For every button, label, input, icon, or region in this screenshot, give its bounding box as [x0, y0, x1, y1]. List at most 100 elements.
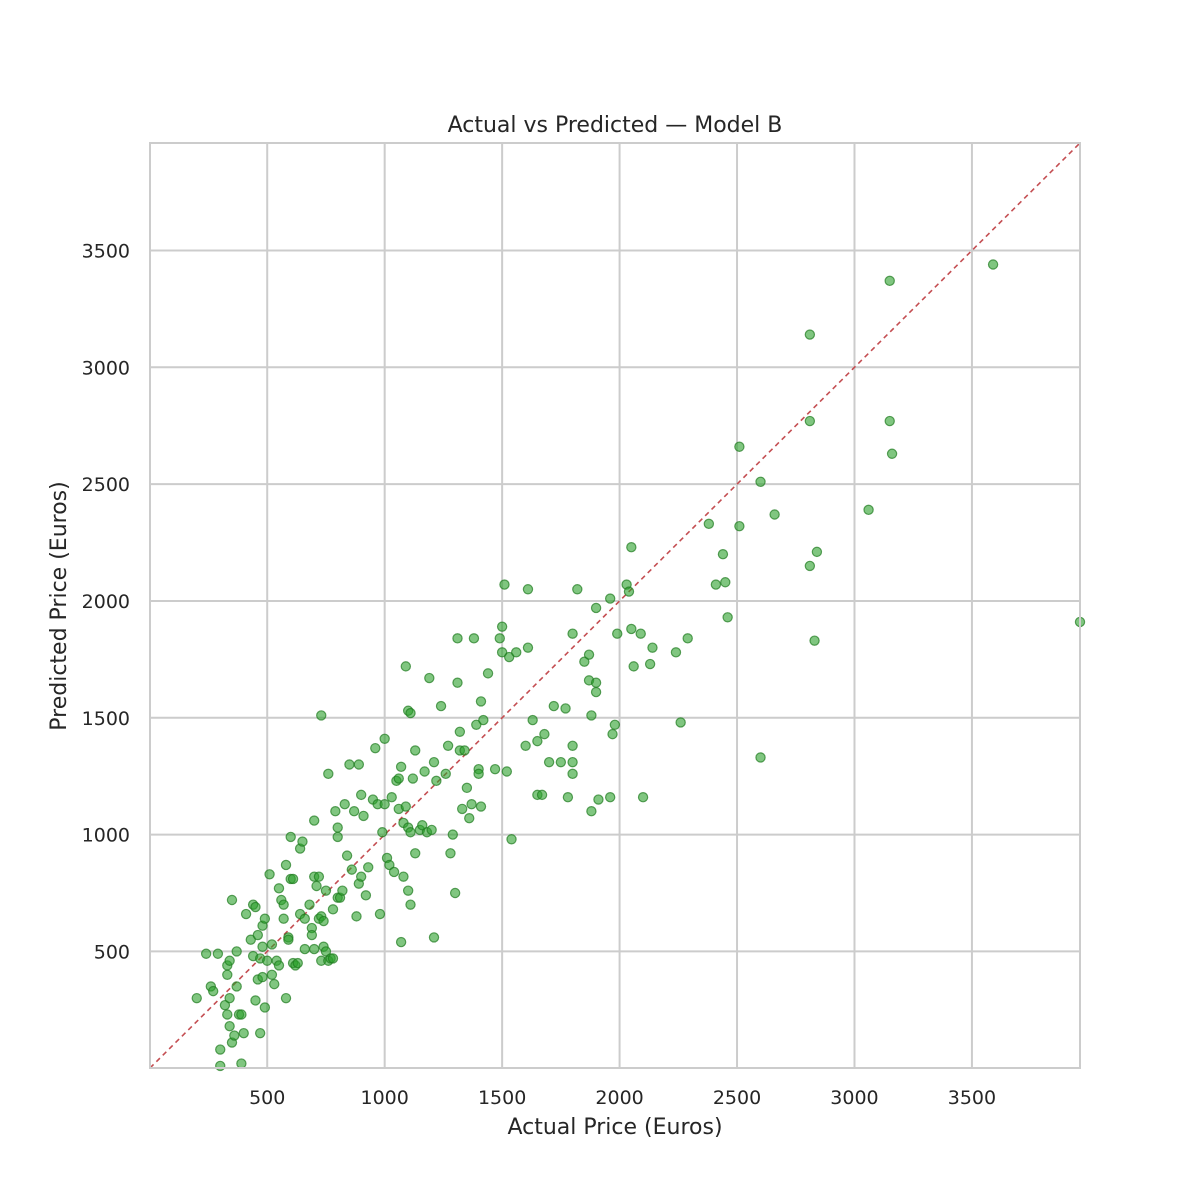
x-tick-label: 1500: [478, 1087, 526, 1109]
scatter-point: [245, 934, 256, 945]
scatter-point: [379, 799, 390, 810]
scatter-point: [351, 911, 362, 922]
scatter-point: [473, 768, 484, 780]
scatter-point: [449, 887, 461, 899]
scatter-point: [428, 932, 440, 943]
scatter-point: [607, 728, 618, 740]
scatter-point: [734, 520, 745, 532]
scatter-point: [405, 827, 416, 838]
scatter-point: [567, 768, 578, 780]
scatter-point: [682, 633, 693, 644]
scatter-point: [327, 953, 339, 964]
scatter-point: [320, 946, 332, 957]
x-tick-label: 500: [249, 1087, 285, 1109]
scatter-point: [811, 546, 823, 558]
scatter-point: [456, 803, 468, 815]
scatter-point: [224, 955, 235, 966]
scatter-point: [358, 810, 369, 822]
scatter-point: [604, 593, 616, 604]
scatter-point: [254, 1027, 266, 1039]
scatter-point: [318, 915, 329, 927]
scatter-point: [252, 929, 264, 941]
scatter-point: [442, 740, 454, 752]
scatter-point: [567, 756, 578, 768]
scatter-point: [250, 995, 261, 1006]
scatter-point: [264, 869, 275, 880]
y-tick-label: 3000: [82, 357, 130, 379]
plot-frame: [149, 142, 1081, 1069]
scatter-point: [555, 756, 567, 768]
scatter-point: [377, 827, 388, 838]
scatter-point: [259, 1002, 271, 1013]
scatter-point: [269, 978, 280, 990]
scatter-point: [440, 768, 451, 780]
scatter-point: [494, 633, 505, 644]
scatter-point: [259, 913, 271, 924]
scatter-point: [466, 799, 477, 810]
scatter-point: [475, 696, 487, 707]
scatter-point: [407, 773, 419, 784]
scatter-point: [572, 584, 583, 595]
scatter-point: [386, 792, 397, 803]
scatter-point: [886, 448, 898, 459]
scatter-point: [283, 934, 294, 945]
scatter-point: [400, 661, 412, 672]
scatter-point: [769, 509, 780, 520]
scatter-point: [278, 899, 289, 910]
scatter-point: [200, 948, 212, 959]
y-tick-label: 2500: [82, 474, 130, 496]
scatter-point: [292, 957, 303, 969]
scatter-point: [346, 864, 357, 875]
scatter-point: [384, 859, 395, 871]
scatter-point: [987, 259, 999, 270]
scatter-point: [468, 633, 480, 644]
scatter-point: [257, 971, 268, 983]
scatter-point: [417, 820, 428, 831]
scatter-point: [278, 913, 289, 924]
scatter-point: [548, 700, 560, 712]
y-tick-label: 1500: [82, 708, 130, 730]
scatter-point: [236, 1058, 247, 1069]
scatter-point: [628, 661, 639, 672]
scatter-point: [355, 871, 367, 882]
y-axis-label: Predicted Price (Euros): [47, 481, 72, 730]
scatter-point: [280, 992, 292, 1004]
scatter-point: [720, 577, 731, 588]
scatter-point: [219, 999, 231, 1011]
scatter-point: [304, 899, 315, 910]
scatter-point: [250, 901, 261, 913]
scatter-point: [567, 628, 578, 639]
scatter-point: [363, 862, 374, 873]
scatter-point: [395, 761, 407, 773]
scatter-point: [593, 794, 604, 805]
scatter-point: [590, 677, 602, 688]
scatter-point: [262, 955, 273, 966]
scatter-point: [532, 735, 543, 747]
scatter-point: [355, 789, 367, 801]
scatter-point: [395, 936, 407, 948]
scatter-point: [809, 635, 820, 646]
scatter-point: [710, 579, 722, 590]
scatter-point: [400, 801, 412, 812]
scatter-point: [499, 579, 510, 590]
scatter-point: [341, 850, 353, 861]
scatter-point: [478, 714, 489, 726]
scatter-point: [257, 941, 268, 952]
scatter-point: [379, 733, 390, 744]
scatter-point: [884, 415, 895, 427]
scatter-point: [590, 602, 602, 614]
scatter-point: [703, 518, 715, 530]
scatter-point: [511, 647, 522, 658]
scatter-point: [353, 759, 365, 770]
scatter-point: [266, 969, 278, 980]
scatter-point: [212, 948, 224, 959]
scatter-point: [586, 806, 597, 817]
scatter-point: [539, 728, 550, 740]
x-tick-label: 2500: [713, 1087, 761, 1109]
scatter-point: [426, 824, 437, 836]
scatter-point: [527, 714, 538, 726]
scatter-point: [623, 586, 635, 597]
scatter-point: [238, 1027, 249, 1039]
scatter-point: [374, 908, 386, 920]
